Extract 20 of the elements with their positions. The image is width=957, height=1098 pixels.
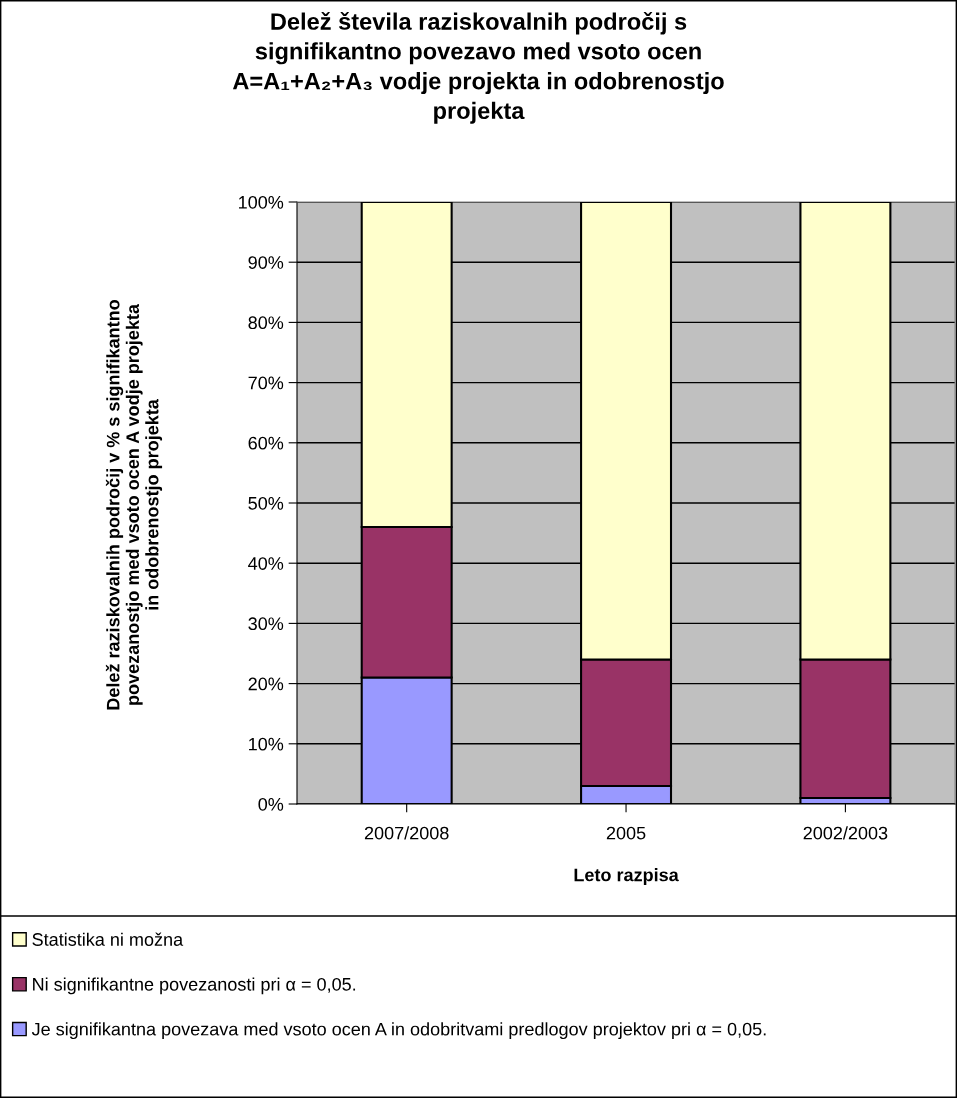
x-axis-title: Leto razpisa bbox=[574, 868, 679, 885]
y-tick-label: 0% bbox=[258, 797, 284, 811]
legend-label: Ni signifikantne povezanosti pri α = 0,05. bbox=[33, 977, 356, 995]
y-tick-label: 30% bbox=[248, 617, 284, 631]
y-tick-label: 100% bbox=[239, 195, 284, 209]
x-tick-label: 2007/2008 bbox=[364, 826, 449, 840]
y-tick-label: 20% bbox=[248, 677, 284, 691]
legend-label: Statistika ni možna bbox=[32, 932, 184, 946]
x-tick-label: 2005 bbox=[606, 826, 646, 840]
y-tick-label: 40% bbox=[248, 557, 284, 570]
y-tick-label: 70% bbox=[248, 376, 284, 390]
y-tick-label: 80% bbox=[248, 316, 284, 330]
y-tick-label: 50% bbox=[248, 496, 284, 510]
y-tick-label: 60% bbox=[248, 436, 284, 450]
legend-label: Je signifikantna povezava med vsoto ocen A in odobritvami predlogov projektov pri α = 0,05. bbox=[31, 1022, 766, 1040]
chart-title: Delež števila raziskovalnih področij s signifikantno povezavo med vsoto ocen A=A₁+A₂+A₃ vodje projekta in odobrenostjo projekta bbox=[232, 12, 724, 124]
y-axis-title: Delež raziskovalnih področij v % s signifikantno povezanostjo med vsoto ocen A vodje projekta in odobrenostjo projekta bbox=[105, 300, 163, 710]
y-tick-label: 10% bbox=[249, 737, 284, 751]
y-tick-label: 90% bbox=[248, 256, 284, 269]
x-tick-label: 2002/2003 bbox=[803, 826, 888, 840]
